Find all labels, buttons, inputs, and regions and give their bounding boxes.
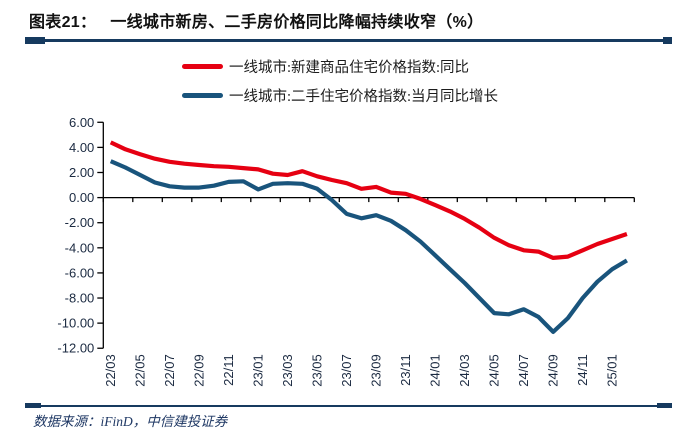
x-axis-label: 24/05 (487, 354, 502, 387)
legend-swatch-second-hand (182, 92, 223, 98)
series-line-second-hand (109, 159, 628, 334)
chart-legend: 一线城市:新建商品住宅价格指数:同比 一线城市:二手住宅价格指数:当月同比增长 (182, 56, 498, 105)
x-axis-label: 22/11 (221, 354, 236, 386)
footer-separator-left-cap (25, 403, 41, 408)
x-axis-label: 22/05 (133, 354, 148, 387)
footer-separator-right-cap (657, 403, 672, 408)
y-axis-label: 6.00 (69, 115, 94, 130)
x-axis-label: 24/03 (457, 354, 472, 387)
x-axis-label: 23/03 (280, 354, 295, 387)
title-separator (25, 39, 672, 42)
y-axis-label: -2.00 (65, 215, 95, 230)
x-axis-label: 23/09 (369, 354, 384, 387)
figure-title: 图表21： 一线城市新房、二手房价格同比降幅持续收窄（%） (29, 8, 483, 32)
x-axis-label: 24/11 (575, 354, 590, 386)
y-axis-label: 2.00 (69, 165, 94, 180)
x-axis-label: 23/01 (251, 354, 266, 387)
y-axis-label: -4.00 (65, 240, 95, 255)
data-source: 数据来源：iFinD，中信建投证券 (33, 414, 228, 429)
x-axis-label: 22/09 (192, 354, 207, 387)
y-axis-label: -12.00 (57, 341, 94, 356)
x-axis-label: 24/07 (516, 354, 531, 387)
series-line-new-home (109, 140, 628, 260)
legend-swatch-new-home (182, 63, 223, 69)
x-axis-label: 24/09 (546, 354, 561, 387)
figure-tag: 图表21： (29, 14, 97, 31)
x-axis-label: 23/07 (339, 354, 354, 387)
x-axis-label: 23/11 (398, 354, 413, 386)
footer-separator (25, 405, 672, 407)
y-axis-label: 4.00 (69, 140, 94, 155)
y-axis-label: -8.00 (65, 291, 95, 306)
y-axis-label: 0.00 (69, 190, 94, 205)
figure-title-text: 一线城市新房、二手房价格同比降幅持续收窄（%） (110, 14, 484, 31)
legend-item-second-hand: 一线城市:二手住宅价格指数:当月同比增长 (182, 85, 498, 105)
title-separator-left-cap (25, 37, 45, 44)
y-axis-label: -10.00 (57, 316, 94, 331)
legend-label-second-hand: 一线城市:二手住宅价格指数:当月同比增长 (229, 88, 499, 105)
y-axis-label: -6.00 (65, 265, 95, 280)
legend-item-new-home: 一线城市:新建商品住宅价格指数:同比 (182, 56, 498, 76)
x-axis-label: 23/05 (310, 354, 325, 387)
x-axis-label: 22/03 (103, 354, 118, 387)
title-separator-right-cap (663, 37, 672, 44)
x-axis-label: 25/01 (605, 354, 620, 387)
legend-label-new-home: 一线城市:新建商品住宅价格指数:同比 (229, 59, 470, 76)
x-axis-label: 24/01 (428, 354, 443, 387)
x-axis-label: 22/07 (162, 354, 177, 387)
